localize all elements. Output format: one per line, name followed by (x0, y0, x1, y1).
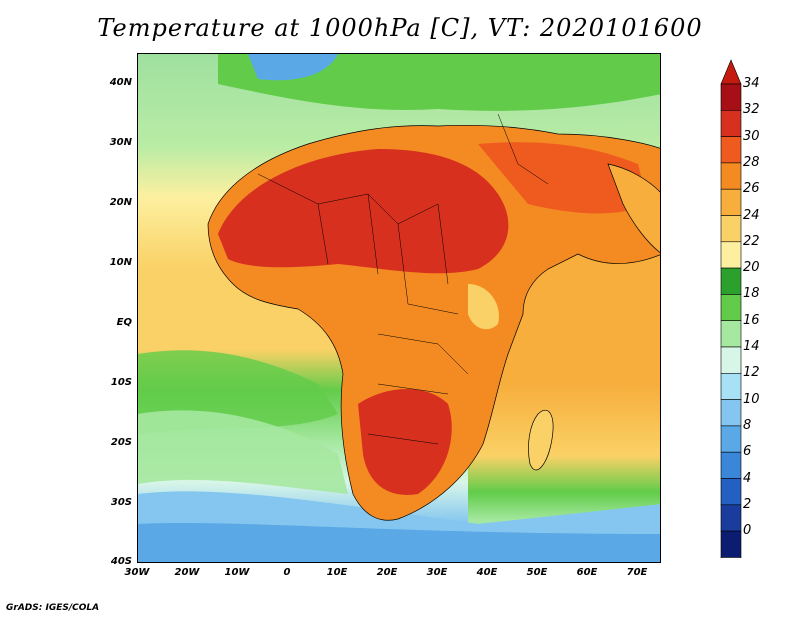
colorbar-segment (720, 109, 742, 137)
lat-label-40s: 40S (110, 556, 132, 567)
colorbar-segment (720, 399, 742, 427)
south-atlantic-cool-band (138, 410, 348, 494)
colorbar-label: 26 (743, 181, 760, 197)
colorbar-label: 12 (743, 365, 760, 381)
lon-label-20e: 20E (376, 567, 398, 578)
colorbar-segment (720, 320, 742, 348)
arabia-hot-region (478, 142, 648, 214)
lat-label-30s: 30S (110, 497, 132, 508)
lon-label-70e: 70E (626, 567, 648, 578)
colorbar-segment (720, 136, 742, 164)
colorbar-label: 14 (743, 339, 760, 354)
lon-label-30e: 30E (426, 567, 448, 578)
colorbar-segment (720, 530, 742, 558)
colorbar-label: 34 (743, 76, 760, 91)
lon-label-10e: 10E (326, 567, 348, 578)
colorbar-segment (720, 267, 742, 295)
lat-label-20s: 20S (110, 437, 132, 448)
colorbar-label: 0 (743, 523, 752, 539)
southern-africa-hot-core (358, 389, 452, 495)
colorbar-label: 4 (743, 470, 752, 486)
colorbar-label: 22 (743, 233, 760, 249)
lat-label-20n: 20N (109, 197, 132, 208)
colorbar-label: 6 (743, 444, 752, 460)
lon-label-0: 0 (283, 567, 291, 578)
colorbar-segment (720, 346, 742, 374)
colorbar-extend-high (720, 59, 742, 85)
southern-ocean-colder-band (138, 522, 660, 562)
colorbar-extend-low (720, 557, 742, 558)
colorbar-label: 28 (743, 154, 760, 170)
colorbar-segment (720, 241, 742, 269)
lon-label-60e: 60E (576, 567, 598, 578)
lat-label-40n: 40N (109, 77, 132, 88)
colorbar-segment (720, 478, 742, 506)
colorbar-label: 24 (743, 207, 760, 223)
colorbar-segment (720, 162, 742, 190)
lon-label-30w: 30W (124, 567, 150, 578)
lat-label-10s: 10S (110, 377, 132, 388)
colorbar-segment (720, 215, 742, 243)
colorbar-label: 10 (743, 391, 760, 407)
colorbar-segment (720, 372, 742, 400)
lon-label-40e: 40E (476, 567, 498, 578)
colorbar-segment (720, 188, 742, 216)
colorbar-label: 30 (743, 128, 760, 144)
colorbar-label: 8 (743, 417, 752, 433)
temperature-map (138, 54, 660, 562)
colorbar-label: 2 (743, 496, 752, 512)
lon-label-10w: 10W (224, 567, 250, 578)
colorbar-label: 16 (743, 312, 760, 328)
colorbar-segment (720, 425, 742, 453)
lon-label-20w: 20W (174, 567, 200, 578)
europe-region (218, 54, 660, 111)
lat-label-10n: 10N (109, 257, 132, 268)
lat-label-eq: EQ (116, 317, 132, 328)
colorbar-label: 32 (743, 102, 760, 118)
grads-credit: GrADS: IGES/COLA (6, 603, 100, 613)
iberia-cold-patch (248, 54, 338, 81)
colorbar-label: 18 (743, 286, 760, 302)
colorbar-segment (720, 451, 742, 479)
india-region (607, 163, 660, 253)
colorbar-segment (720, 294, 742, 321)
colorbar-segment (720, 504, 742, 532)
map-panel (137, 53, 661, 563)
colorbar-segment (720, 83, 742, 111)
lon-label-50e: 50E (526, 567, 548, 578)
colorbar-label: 20 (743, 260, 760, 276)
east-africa-highlands (468, 284, 499, 330)
lat-label-30n: 30N (109, 137, 132, 148)
colorbar (720, 59, 742, 558)
sahara-hot-core (218, 149, 509, 274)
madagascar (528, 409, 554, 471)
country-borders (257, 113, 549, 445)
chart-title: Temperature at 1000hPa [C], VT: 20201016… (97, 14, 703, 42)
